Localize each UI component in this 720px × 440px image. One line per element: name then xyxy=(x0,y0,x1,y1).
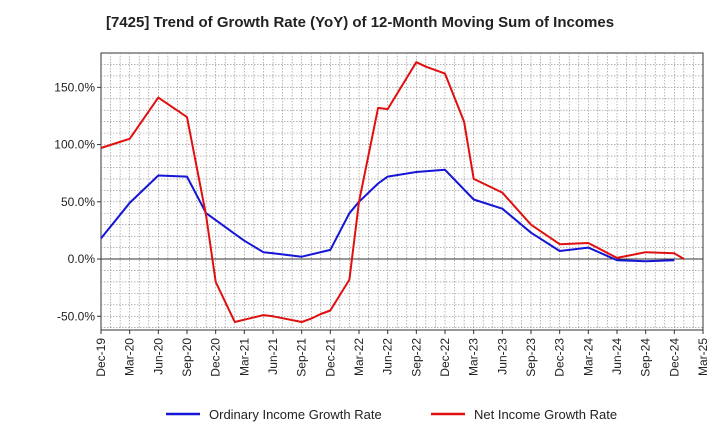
x-tick-label: Sep-21 xyxy=(295,338,309,377)
y-tick-label: 100.0% xyxy=(54,138,95,152)
x-tick-label: Sep-23 xyxy=(524,338,538,377)
x-tick-label: Sep-24 xyxy=(639,338,653,377)
y-tick-layer: -50.0% 0.0% 50.0% 100.0% 150.0% xyxy=(54,80,101,323)
x-tick-label: Mar-21 xyxy=(237,338,251,376)
x-tick-label: Dec-22 xyxy=(438,338,452,377)
x-tick-label: Dec-21 xyxy=(323,338,337,377)
x-tick-label: Mar-22 xyxy=(352,338,366,376)
x-tick-label: Sep-22 xyxy=(409,338,423,377)
x-tick-label: Dec-20 xyxy=(209,338,223,377)
series-line-net-income xyxy=(100,61,685,323)
x-tick-label: Mar-23 xyxy=(467,338,481,376)
x-tick-label: Jun-22 xyxy=(381,338,395,375)
x-tick-label: Dec-24 xyxy=(667,338,681,377)
x-tick-label: Dec-19 xyxy=(94,338,108,377)
legend-label-ordinary: Ordinary Income Growth Rate xyxy=(209,407,382,422)
y-tick-label: -50.0% xyxy=(57,309,95,323)
y-tick-label: 0.0% xyxy=(68,252,96,266)
x-tick-label: Mar-24 xyxy=(581,338,595,376)
y-tick-label: 150.0% xyxy=(54,80,95,94)
chart-title: [7425] Trend of Growth Rate (YoY) of 12-… xyxy=(105,14,615,31)
y-tick-label: 50.0% xyxy=(61,195,95,209)
plot-area xyxy=(100,52,704,331)
x-tick-label: Dec-23 xyxy=(553,338,567,377)
x-tick-label: Mar-25 xyxy=(696,338,710,376)
x-tick-label: Jun-20 xyxy=(151,338,165,375)
x-tick-label: Mar-20 xyxy=(123,338,137,376)
x-tick-label: Jun-21 xyxy=(266,338,280,375)
legend-label-net: Net Income Growth Rate xyxy=(474,407,617,422)
x-tick-label: Sep-20 xyxy=(180,338,194,377)
series-layer xyxy=(100,61,685,323)
series-line-ordinary-income xyxy=(100,168,675,263)
x-tick-label: Jun-23 xyxy=(495,338,509,375)
x-tick-layer: Dec-19 Mar-20 Jun-20 Sep-20 Dec-20 Mar-21 Jun-… xyxy=(94,330,710,377)
x-tick-label: Jun-24 xyxy=(610,338,624,375)
legend: Ordinary Income Growth Rate Net Income G… xyxy=(166,407,617,422)
